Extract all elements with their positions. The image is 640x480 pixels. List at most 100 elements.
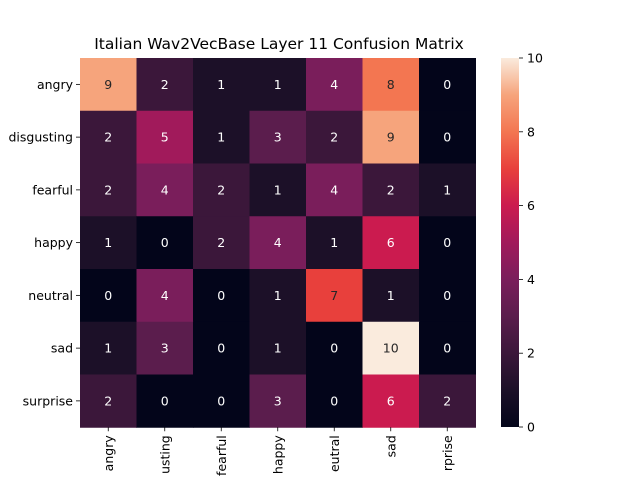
- chart-title: Italian Wav2VecBase Layer 11 Confusion M…: [94, 35, 464, 53]
- heatmap-cell: [306, 321, 363, 375]
- column-tick-label: rprise: [440, 435, 455, 471]
- cell-value-label: 10: [383, 341, 399, 356]
- cell-value-label: 9: [104, 77, 112, 92]
- cell-value-label: 2: [104, 393, 112, 408]
- heatmap-cell: [80, 374, 137, 428]
- heatmap-cell: [80, 110, 137, 164]
- heatmap-cell: [193, 321, 250, 375]
- heatmap-cell: [136, 58, 194, 112]
- colorbar-tick-label: 6: [527, 198, 535, 213]
- heatmap-cell: [136, 374, 194, 428]
- heatmap-cell: [419, 216, 476, 270]
- cell-value-label: 1: [217, 77, 225, 92]
- heatmap-cell: [136, 321, 194, 375]
- heatmap-cell: [80, 58, 137, 112]
- cell-value-label: 6: [387, 393, 395, 408]
- heatmap-cell: [362, 321, 420, 375]
- heatmap-cell: [80, 216, 137, 270]
- heatmap-cell: [193, 163, 250, 217]
- cell-value-label: 4: [161, 182, 169, 197]
- cell-value-label: 3: [161, 341, 169, 356]
- heatmap-cell: [249, 374, 307, 428]
- row-tick-label: angry: [37, 77, 74, 92]
- heatmap-cell: [419, 58, 476, 112]
- row-labels: angry disgusting fearful happy neutral sad sur…: [8, 77, 80, 408]
- cell-value-label: 9: [387, 130, 395, 145]
- heatmap-cell: [362, 58, 420, 112]
- heatmap-cell: [419, 321, 476, 375]
- row-tick-label: fearful: [32, 182, 73, 197]
- heatmap-cell: [193, 216, 250, 270]
- cell-value-label: 7: [330, 288, 338, 303]
- heatmap-cell: [193, 58, 250, 112]
- heatmap-cell: [306, 110, 363, 164]
- cell-value-label: 0: [330, 341, 338, 356]
- column-tick-label: eutral: [327, 435, 342, 472]
- cell-value-label: 0: [217, 393, 225, 408]
- column-tick-label: angry: [101, 435, 116, 472]
- heatmap-cell: [362, 110, 420, 164]
- cell-value-label: 1: [217, 130, 225, 145]
- heatmap-cell: [249, 163, 307, 217]
- colorbar-tick-label: 2: [527, 346, 535, 361]
- heatmap-cell: [419, 269, 476, 323]
- cell-value-label: 2: [443, 393, 451, 408]
- heatmap-cell: [80, 269, 137, 323]
- row-tick-label: neutral: [28, 288, 73, 303]
- cell-value-label: 1: [274, 182, 282, 197]
- cell-value-label: 0: [443, 130, 451, 145]
- heatmap-cell: [249, 321, 307, 375]
- cell-value-label: 3: [274, 130, 282, 145]
- heatmap-cell: [249, 110, 307, 164]
- cell-value-label: 1: [274, 341, 282, 356]
- cell-value-label: 2: [330, 130, 338, 145]
- heatmap-cell: [136, 269, 194, 323]
- colorbar-tick-label: 8: [527, 124, 535, 139]
- heatmap-cell: [362, 216, 420, 270]
- heatmap-cell: [136, 110, 194, 164]
- cell-value-label: 1: [104, 341, 112, 356]
- heatmap-cell: [193, 110, 250, 164]
- column-tick-label: sad: [383, 435, 398, 457]
- cell-value-label: 6: [387, 235, 395, 250]
- heatmap-cell: [249, 58, 307, 112]
- cell-value-label: 4: [330, 77, 338, 92]
- colorbar: [501, 58, 519, 427]
- cell-value-label: 2: [217, 235, 225, 250]
- cell-value-label: 1: [443, 182, 451, 197]
- cell-value-label: 4: [274, 235, 282, 250]
- heatmap-cell: [306, 269, 363, 323]
- colorbar-tick-label: 10: [527, 51, 543, 66]
- heatmap-cell: [136, 216, 194, 270]
- column-tick-label: fearful: [214, 435, 229, 476]
- cell-value-label: 2: [104, 130, 112, 145]
- heatmap-cell: [306, 216, 363, 270]
- heatmap-cell: [249, 269, 307, 323]
- cell-value-label: 0: [217, 341, 225, 356]
- cell-value-label: 1: [274, 288, 282, 303]
- colorbar-ticks: 0 2 4 6 8 10: [519, 51, 543, 435]
- cell-value-label: 4: [161, 288, 169, 303]
- column-tick-label: happy: [270, 435, 285, 474]
- cell-value-label: 5: [161, 130, 169, 145]
- cell-value-label: 1: [274, 77, 282, 92]
- heatmap-cell: [80, 321, 137, 375]
- heatmap-cell: [249, 216, 307, 270]
- heatmap-cell: [362, 163, 420, 217]
- heatmap-cell: [362, 374, 420, 428]
- heatmap-cell: [193, 269, 250, 323]
- heatmap-cell: [419, 163, 476, 217]
- cell-value-label: 0: [161, 235, 169, 250]
- cell-value-label: 1: [330, 235, 338, 250]
- heatmap-cell: [306, 163, 363, 217]
- cell-value-label: 0: [443, 235, 451, 250]
- cell-value-label: 0: [443, 341, 451, 356]
- row-tick-label: happy: [34, 235, 73, 250]
- heatmap-cell: [80, 163, 137, 217]
- heatmap-cell: [136, 163, 194, 217]
- cell-value-label: 8: [387, 77, 395, 92]
- cell-value-label: 0: [443, 288, 451, 303]
- cell-value-label: 0: [330, 393, 338, 408]
- cell-value-label: 2: [161, 77, 169, 92]
